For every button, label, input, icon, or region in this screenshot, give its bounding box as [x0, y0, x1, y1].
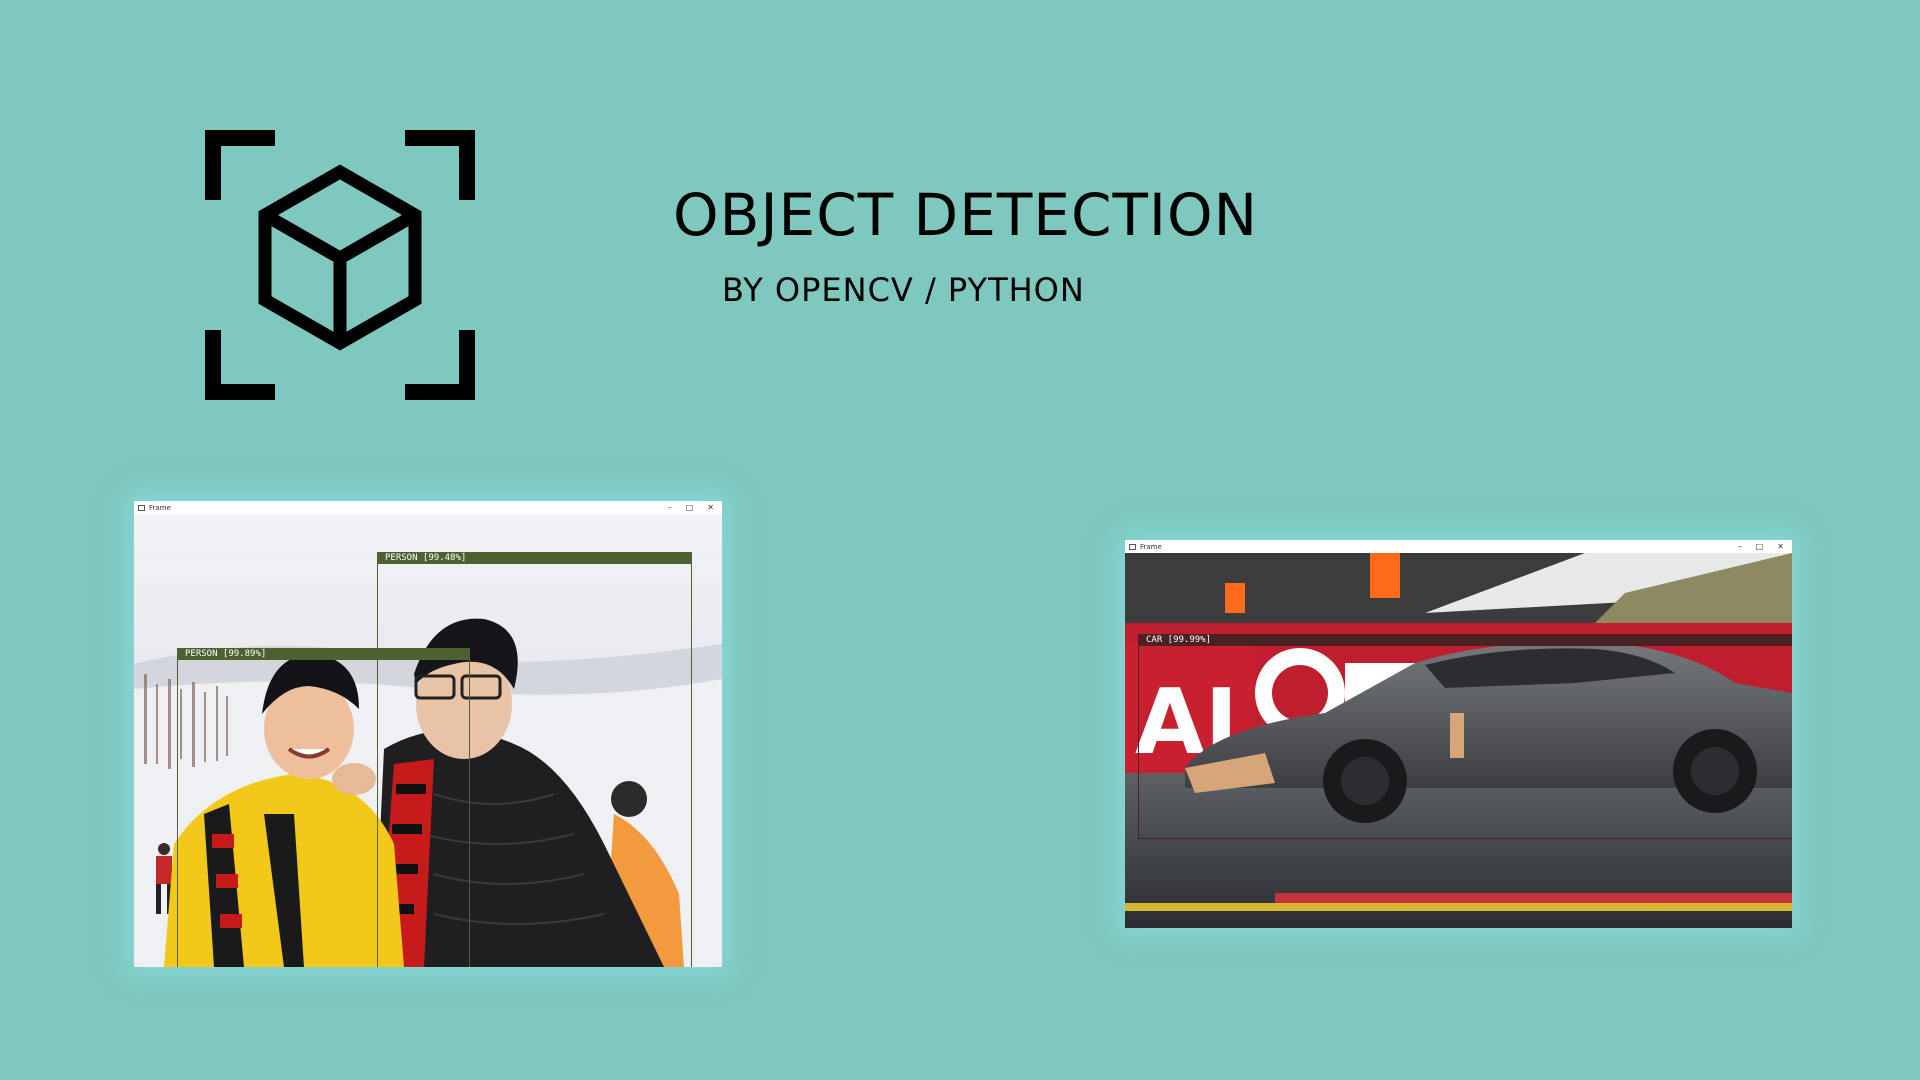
- video-frame-people: PERSON [99.48%] PERSON [99.89%]: [134, 514, 722, 967]
- car-photo: AI: [1125, 553, 1792, 928]
- window-controls: – □ ✕: [1738, 540, 1784, 553]
- window-app-icon: [138, 504, 145, 511]
- window-title: Frame: [149, 503, 171, 512]
- detection-box-person-2: PERSON [99.89%]: [177, 648, 470, 967]
- detection-label: PERSON [99.48%]: [377, 552, 692, 564]
- window-app-icon: [1129, 543, 1136, 550]
- window-titlebar: Frame – □ ✕: [1125, 540, 1792, 553]
- window-titlebar: Frame – □ ✕: [134, 501, 722, 514]
- detection-label: CAR [99.99%]: [1138, 634, 1792, 646]
- maximize-button[interactable]: □: [685, 503, 694, 512]
- frame-window-people: Frame – □ ✕: [134, 501, 722, 967]
- window-title: Frame: [1140, 542, 1162, 551]
- object-cube-frame-icon: [205, 130, 475, 400]
- page-title: OBJECT DETECTION: [673, 181, 1259, 249]
- window-controls: – □ ✕: [668, 501, 714, 514]
- maximize-button[interactable]: □: [1755, 542, 1764, 551]
- page-subtitle: BY OPENCV / PYTHON: [722, 271, 1085, 309]
- frame-window-car: Frame – □ ✕: [1125, 540, 1792, 928]
- detection-label: PERSON [99.89%]: [177, 648, 470, 660]
- detection-box-car: CAR [99.99%]: [1138, 634, 1792, 839]
- people-photo: [134, 514, 722, 967]
- close-button[interactable]: ✕: [707, 503, 714, 512]
- minimize-button[interactable]: –: [667, 503, 672, 512]
- detection-box-person-1: PERSON [99.48%]: [377, 552, 692, 967]
- minimize-button[interactable]: –: [1737, 542, 1742, 551]
- close-button[interactable]: ✕: [1777, 542, 1784, 551]
- video-frame-car: AI CAR [99.99%]: [1125, 553, 1792, 928]
